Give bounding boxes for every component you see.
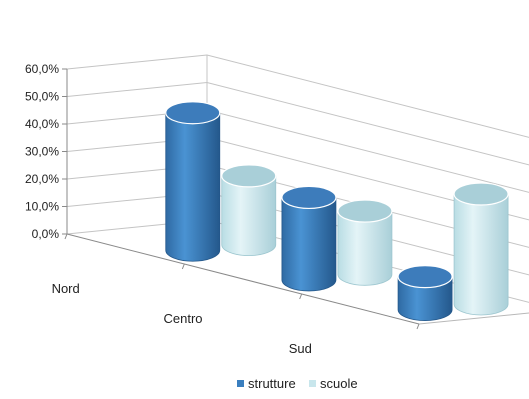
gridline — [66, 109, 529, 193]
cylinder-top — [221, 164, 277, 188]
cylinder-top — [165, 101, 221, 125]
x-tick-mark — [299, 293, 303, 300]
gridline — [66, 54, 529, 138]
gridline — [66, 81, 529, 166]
cylinder-body — [165, 112, 221, 262]
cylinder — [281, 185, 337, 292]
cylinder-body — [397, 276, 453, 322]
category-label: Centro — [163, 311, 202, 326]
y-tick-label: 50,0% — [25, 90, 59, 104]
legend: strutture scuole — [237, 376, 358, 391]
y-tick-label: 20,0% — [25, 172, 59, 186]
legend-swatch — [237, 380, 244, 387]
category-labels: Nord Centro Sud — [52, 233, 420, 356]
y-tick-label: 10,0% — [25, 200, 59, 214]
y-tick-label: 30,0% — [25, 145, 59, 159]
y-tick-label: 0,0% — [32, 227, 60, 241]
cylinder — [221, 164, 277, 257]
y-tick-label: 40,0% — [25, 117, 59, 131]
category-label: Sud — [289, 341, 312, 356]
cylinder-top — [281, 185, 337, 210]
cylinder-top — [337, 199, 393, 223]
cylinder-body — [337, 210, 393, 286]
cylinder — [337, 199, 393, 286]
legend-label: strutture — [248, 376, 296, 391]
y-axis-ticks: 0,0% 10,0% 20,0% 30,0% 40,0% 50,0% 60,0% — [25, 62, 67, 241]
cylinder — [397, 265, 453, 322]
cylinder-top — [453, 182, 509, 206]
cylinder-body — [453, 193, 509, 316]
floor-right-edge — [418, 312, 529, 325]
cylinder — [453, 182, 509, 316]
category-axis-line — [66, 233, 420, 325]
cylinder-body — [281, 197, 337, 292]
category-label: Nord — [52, 281, 80, 296]
legend-label: scuole — [320, 376, 358, 391]
cylinder-body — [221, 175, 277, 257]
x-tick-mark — [64, 233, 68, 240]
x-tick-mark — [181, 263, 185, 270]
cylinder-top — [397, 265, 453, 289]
legend-swatch — [309, 380, 316, 387]
y-tick-label: 60,0% — [25, 62, 59, 76]
cylinders — [165, 101, 509, 322]
cylinder — [165, 101, 221, 262]
x-tick-mark — [416, 323, 420, 330]
